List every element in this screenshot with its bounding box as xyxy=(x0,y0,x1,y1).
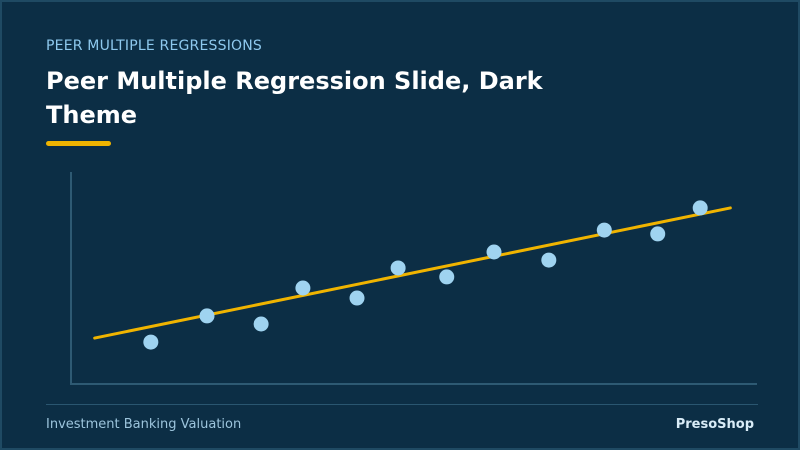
data-point xyxy=(486,244,502,260)
trend-line xyxy=(93,206,732,340)
data-point xyxy=(349,290,365,306)
slide-title: Peer Multiple Regression Slide, Dark The… xyxy=(46,67,543,129)
data-point xyxy=(295,280,311,296)
data-point xyxy=(541,252,557,268)
kicker: PEER MULTIPLE REGRESSIONS xyxy=(46,38,263,54)
footer-brand: PresoShop xyxy=(675,417,754,432)
footer-rule xyxy=(46,404,758,405)
data-point xyxy=(596,222,612,238)
data-point xyxy=(199,308,215,324)
data-point xyxy=(253,316,269,332)
data-point xyxy=(143,334,159,350)
data-point xyxy=(692,200,708,216)
data-point xyxy=(439,269,455,285)
data-point xyxy=(390,260,406,276)
footer-left: Investment Banking Valuation xyxy=(46,417,242,432)
data-point xyxy=(650,226,666,242)
accent-bar xyxy=(46,141,111,146)
